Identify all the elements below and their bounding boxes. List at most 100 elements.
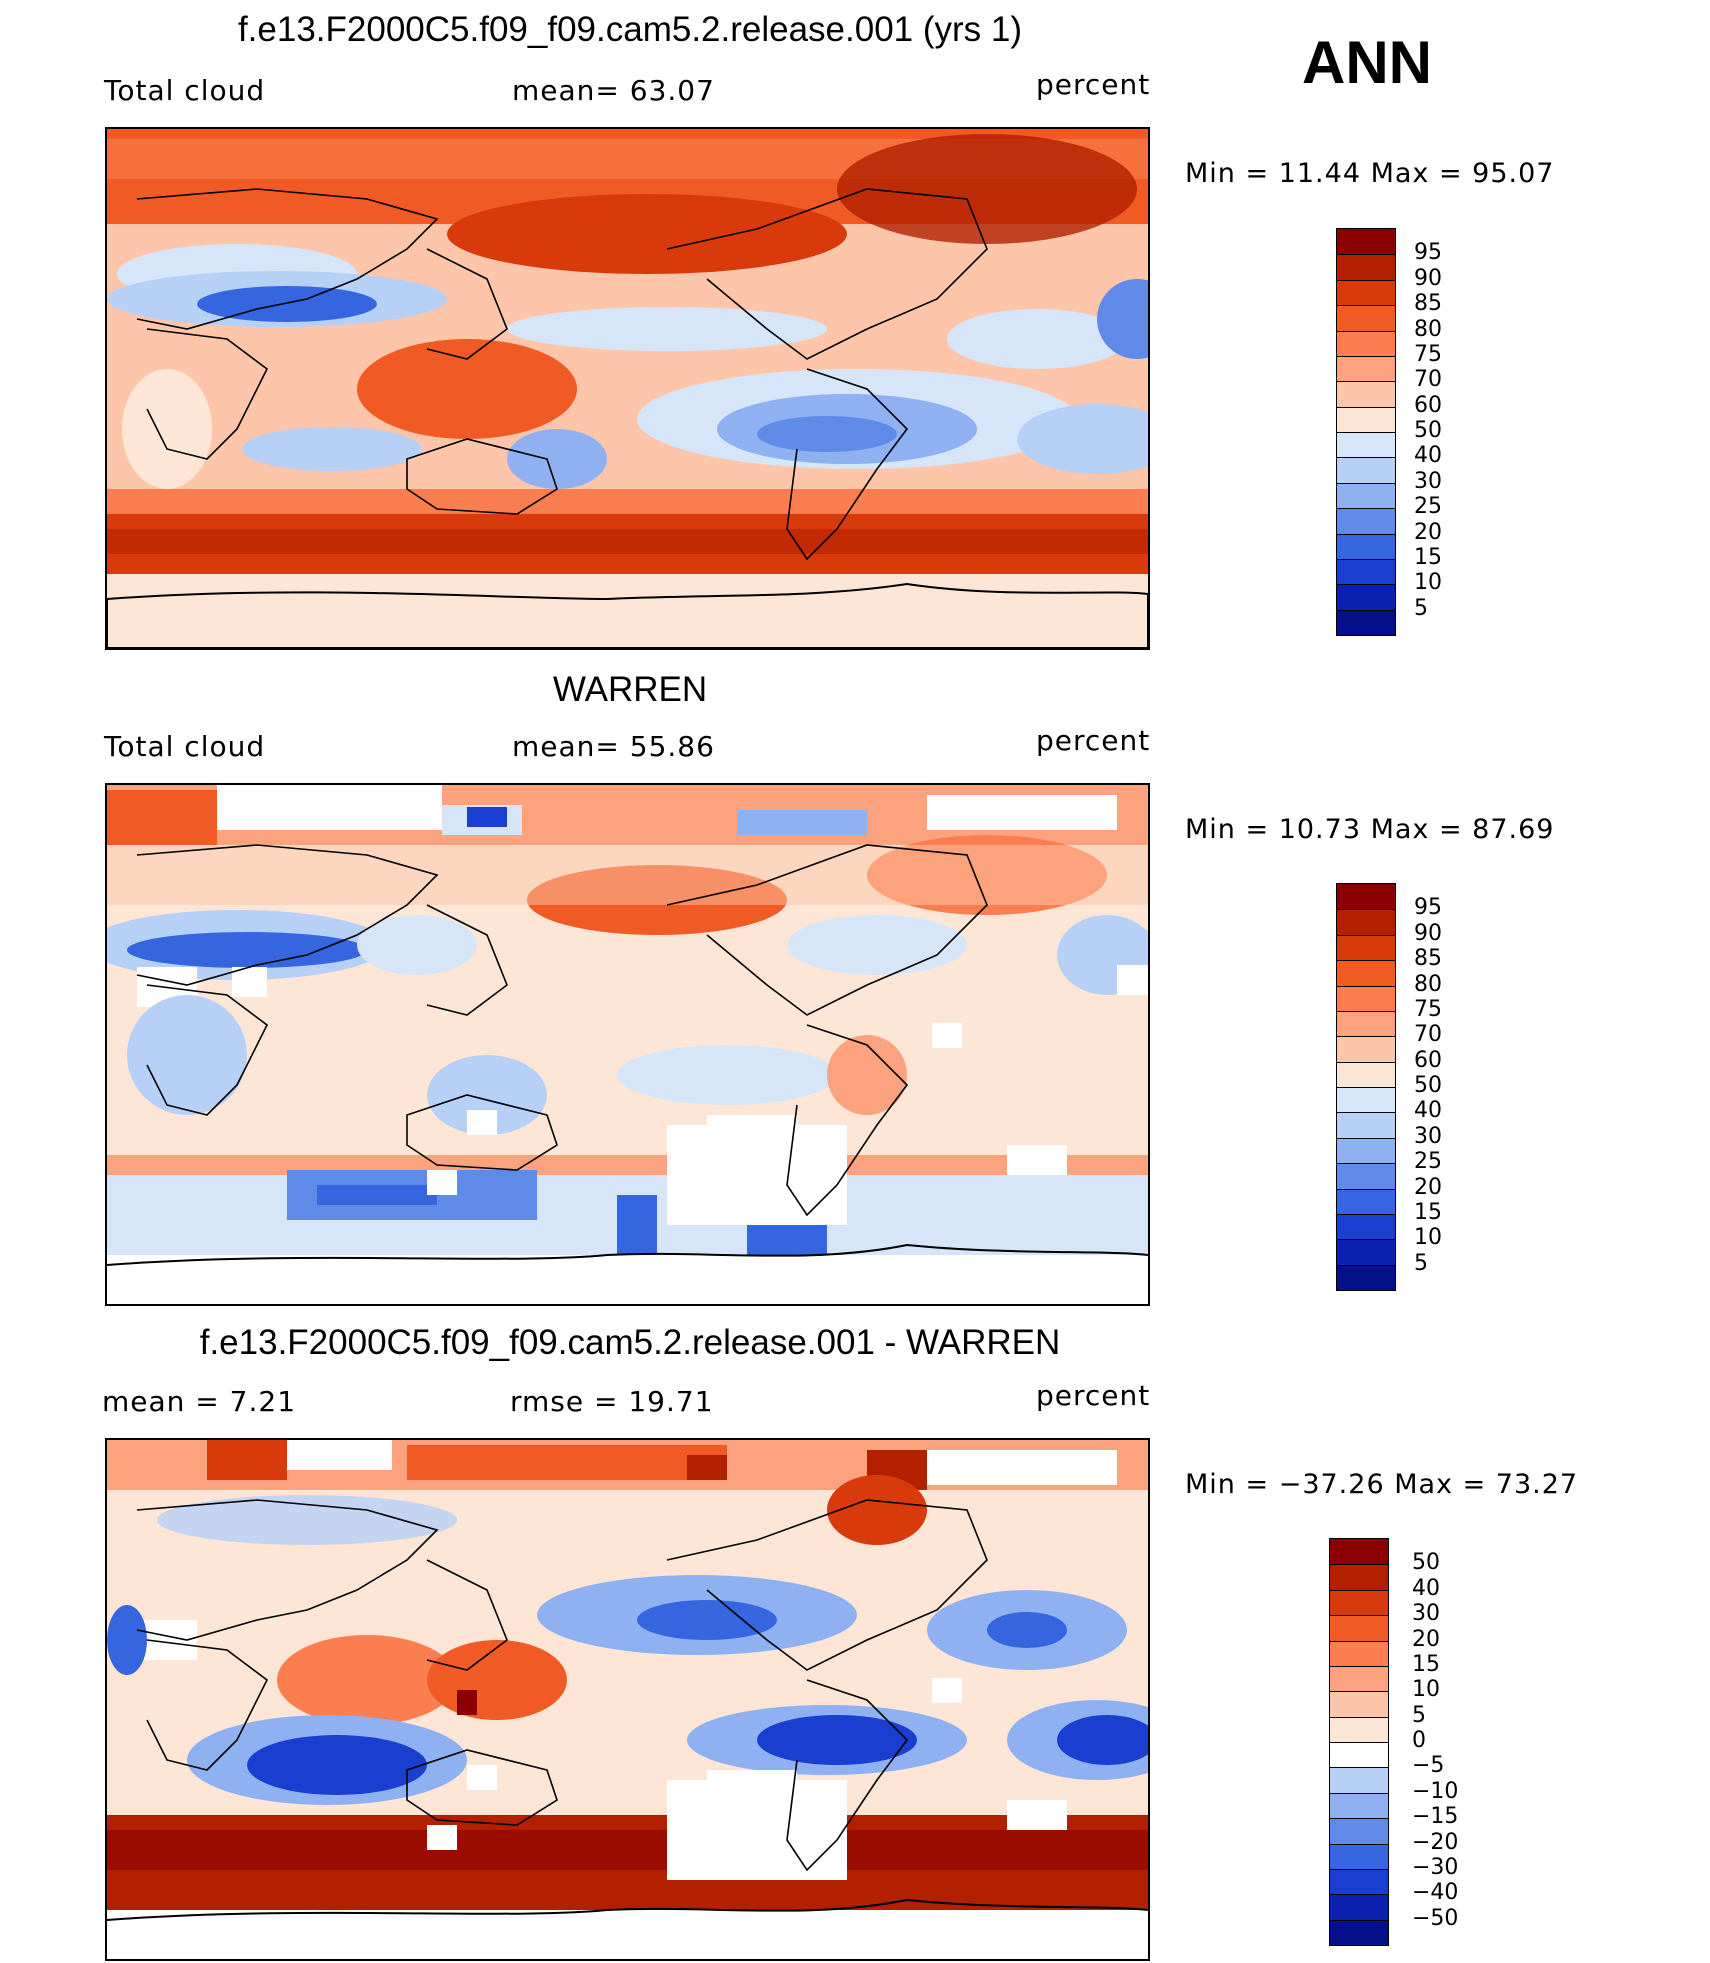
colorbar-tick-label: 25 bbox=[1414, 494, 1442, 520]
colorbar-box bbox=[1337, 355, 1395, 382]
panel2-variable-label: Total cloud bbox=[104, 730, 266, 763]
colorbar-tick-label: 30 bbox=[1412, 1601, 1440, 1627]
colorbar-tick-label: 90 bbox=[1414, 265, 1442, 291]
colorbar-box bbox=[1337, 1213, 1395, 1240]
panel2-map bbox=[105, 783, 1150, 1306]
colorbar-box bbox=[1337, 584, 1395, 610]
panel3-map bbox=[105, 1438, 1150, 1961]
colorbar-box bbox=[1330, 1564, 1388, 1590]
panel1-map-field bbox=[107, 129, 1148, 648]
colorbar-box bbox=[1337, 909, 1395, 935]
colorbar-tick-label: 15 bbox=[1414, 544, 1442, 570]
colorbar-tick-label: 50 bbox=[1414, 1073, 1442, 1098]
panel2-colorbar bbox=[1336, 883, 1396, 1291]
panel1-colorbar bbox=[1336, 228, 1396, 636]
panel1-colorbar-ticks: 95 90 85 80 75 70 60 50 40 30 25 20 15 10 5 bbox=[1414, 228, 1474, 636]
colorbar-tick-label: 5 bbox=[1414, 595, 1428, 621]
panel3-colorbar-ticks: 50 40 30 20 15 10 5 0 −5 −10 −15 −20 −30 −40 −50 bbox=[1412, 1538, 1492, 1946]
colorbar-box bbox=[1330, 1792, 1388, 1819]
panel3-rmse-label: rmse = 19.71 bbox=[510, 1385, 714, 1418]
colorbar-box bbox=[1337, 381, 1395, 407]
colorbar-box bbox=[1337, 533, 1395, 559]
panel3-minmax: Min = −37.26 Max = 73.27 bbox=[1185, 1469, 1579, 1500]
panel1-units-label: percent bbox=[1036, 68, 1151, 101]
colorbar-tick-label: 10 bbox=[1412, 1677, 1440, 1703]
panel3-units-label: percent bbox=[1036, 1379, 1151, 1412]
colorbar-box bbox=[1337, 1239, 1395, 1265]
colorbar-tick-label: 85 bbox=[1414, 291, 1442, 317]
colorbar-tick-label: 80 bbox=[1414, 316, 1442, 342]
panel2-title: WARREN bbox=[552, 670, 708, 709]
colorbar-box bbox=[1337, 229, 1395, 255]
colorbar-tick-label: 40 bbox=[1412, 1575, 1440, 1601]
colorbar-tick-label: 30 bbox=[1414, 468, 1442, 494]
colorbar-box bbox=[1337, 457, 1395, 483]
colorbar-tick-label: 30 bbox=[1414, 1123, 1442, 1149]
panel1-title: f.e13.F2000C5.f09_f09.cam5.2.release.001… bbox=[237, 10, 1023, 49]
colorbar-box bbox=[1330, 1767, 1388, 1793]
colorbar-box bbox=[1337, 1036, 1395, 1062]
colorbar-tick-label: −40 bbox=[1412, 1880, 1459, 1906]
colorbar-tick-label: −15 bbox=[1412, 1804, 1459, 1830]
colorbar-tick-label: 80 bbox=[1414, 971, 1442, 997]
panel3-map-field bbox=[107, 1440, 1148, 1959]
colorbar-tick-label: 5 bbox=[1414, 1250, 1428, 1276]
colorbar-tick-label: 95 bbox=[1414, 895, 1442, 921]
colorbar-box bbox=[1337, 254, 1395, 280]
colorbar-tick-label: 20 bbox=[1414, 1174, 1442, 1200]
colorbar-tick-label: −30 bbox=[1412, 1854, 1459, 1880]
panel2-map-field bbox=[107, 785, 1148, 1304]
colorbar-box bbox=[1330, 1868, 1388, 1895]
colorbar-tick-label: 40 bbox=[1414, 443, 1442, 469]
colorbar-tick-label: 95 bbox=[1414, 240, 1442, 266]
panel2-mean-label: mean= 55.86 bbox=[512, 730, 715, 763]
colorbar-tick-label: 75 bbox=[1414, 996, 1442, 1022]
panel1-minmax: Min = 11.44 Max = 95.07 bbox=[1185, 158, 1555, 189]
colorbar-box bbox=[1337, 482, 1395, 509]
panel1-variable-label: Total cloud bbox=[104, 74, 266, 107]
colorbar-tick-label: 85 bbox=[1414, 946, 1442, 972]
panel3-title: f.e13.F2000C5.f09_f09.cam5.2.release.001… bbox=[199, 1323, 1061, 1362]
colorbar-box bbox=[1330, 1818, 1388, 1844]
colorbar-box bbox=[1337, 985, 1395, 1011]
colorbar-box bbox=[1337, 1010, 1395, 1037]
panel2-colorbar-ticks: 95 90 85 80 75 70 60 50 40 30 25 20 15 10 5 bbox=[1414, 883, 1474, 1291]
colorbar-tick-label: 20 bbox=[1414, 519, 1442, 545]
colorbar-box bbox=[1337, 1087, 1395, 1113]
panel3-colorbar bbox=[1329, 1538, 1389, 1946]
colorbar-box bbox=[1330, 1640, 1388, 1666]
colorbar-box bbox=[1330, 1665, 1388, 1692]
colorbar-box bbox=[1337, 934, 1395, 961]
panel2-minmax: Min = 10.73 Max = 87.69 bbox=[1185, 814, 1555, 845]
colorbar-box bbox=[1337, 558, 1395, 585]
colorbar-box bbox=[1337, 406, 1395, 432]
colorbar-box bbox=[1337, 884, 1395, 910]
colorbar-box bbox=[1337, 1264, 1395, 1290]
colorbar-tick-label: 70 bbox=[1414, 1022, 1442, 1048]
colorbar-box bbox=[1330, 1894, 1388, 1920]
colorbar-tick-label: 70 bbox=[1414, 367, 1442, 393]
colorbar-box bbox=[1330, 1919, 1388, 1945]
colorbar-tick-label: −50 bbox=[1412, 1905, 1459, 1931]
colorbar-tick-label: −5 bbox=[1412, 1753, 1445, 1779]
colorbar-box bbox=[1337, 305, 1395, 331]
colorbar-box bbox=[1330, 1589, 1388, 1616]
colorbar-tick-label: 50 bbox=[1412, 1550, 1440, 1576]
colorbar-tick-label: 5 bbox=[1412, 1702, 1426, 1728]
colorbar-tick-label: 20 bbox=[1412, 1626, 1440, 1652]
colorbar-box bbox=[1337, 960, 1395, 986]
colorbar-box bbox=[1330, 1742, 1388, 1768]
colorbar-box bbox=[1337, 1061, 1395, 1087]
colorbar-box bbox=[1337, 1163, 1395, 1189]
colorbar-tick-label: 60 bbox=[1414, 392, 1442, 418]
colorbar-box bbox=[1337, 1112, 1395, 1138]
colorbar-tick-label: 15 bbox=[1414, 1199, 1442, 1225]
colorbar-box bbox=[1337, 1188, 1395, 1214]
colorbar-tick-label: 25 bbox=[1414, 1149, 1442, 1175]
panel1-mean-label: mean= 63.07 bbox=[512, 74, 715, 107]
colorbar-tick-label: 10 bbox=[1414, 1225, 1442, 1251]
colorbar-tick-label: 15 bbox=[1412, 1651, 1440, 1677]
panel1-map bbox=[105, 127, 1150, 650]
colorbar-tick-label: 90 bbox=[1414, 920, 1442, 946]
colorbar-tick-label: 60 bbox=[1414, 1047, 1442, 1073]
